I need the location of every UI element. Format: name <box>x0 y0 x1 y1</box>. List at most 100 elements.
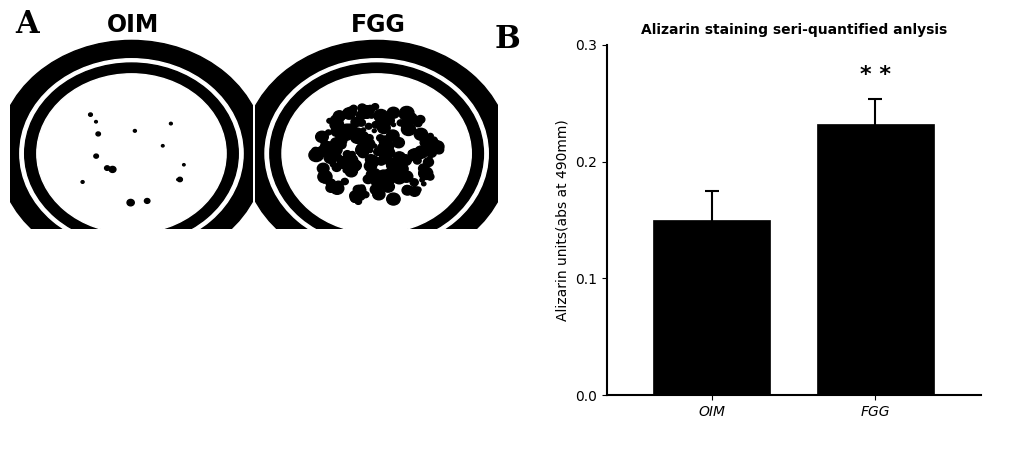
Circle shape <box>354 391 367 402</box>
Circle shape <box>54 281 58 284</box>
Circle shape <box>249 419 253 423</box>
Circle shape <box>33 418 35 419</box>
Circle shape <box>367 404 377 412</box>
Circle shape <box>398 404 411 415</box>
Circle shape <box>30 301 34 304</box>
Circle shape <box>99 324 102 326</box>
Ellipse shape <box>265 59 488 248</box>
Circle shape <box>87 309 91 313</box>
Circle shape <box>107 362 113 367</box>
Circle shape <box>87 393 90 395</box>
Circle shape <box>105 374 112 380</box>
Circle shape <box>337 141 346 149</box>
Circle shape <box>468 393 480 404</box>
Circle shape <box>330 119 344 131</box>
Circle shape <box>353 185 363 194</box>
Circle shape <box>369 393 380 403</box>
Circle shape <box>399 110 410 120</box>
Circle shape <box>393 137 404 148</box>
Circle shape <box>73 357 81 364</box>
Circle shape <box>161 397 168 404</box>
Circle shape <box>236 371 243 377</box>
Circle shape <box>195 412 199 416</box>
Circle shape <box>320 144 326 148</box>
Circle shape <box>430 383 434 386</box>
Circle shape <box>462 428 472 437</box>
Circle shape <box>220 351 225 355</box>
Circle shape <box>68 327 71 330</box>
Circle shape <box>424 158 434 167</box>
Circle shape <box>331 184 336 189</box>
Circle shape <box>332 117 337 121</box>
Circle shape <box>493 366 498 370</box>
Circle shape <box>104 408 112 415</box>
Circle shape <box>89 235 93 238</box>
Circle shape <box>488 428 493 433</box>
Circle shape <box>408 150 413 155</box>
Circle shape <box>492 398 500 405</box>
Circle shape <box>124 362 126 364</box>
Circle shape <box>332 376 337 380</box>
Circle shape <box>194 359 199 364</box>
Circle shape <box>126 382 131 386</box>
Circle shape <box>447 383 453 387</box>
Circle shape <box>179 404 186 410</box>
Circle shape <box>152 247 157 252</box>
Circle shape <box>140 365 144 368</box>
Circle shape <box>371 415 378 421</box>
Circle shape <box>394 361 405 371</box>
Circle shape <box>327 179 336 187</box>
Circle shape <box>91 287 99 294</box>
Circle shape <box>27 308 35 315</box>
Circle shape <box>13 412 15 413</box>
Circle shape <box>415 128 428 140</box>
Circle shape <box>424 133 428 137</box>
Circle shape <box>51 414 58 420</box>
Circle shape <box>159 320 160 321</box>
Circle shape <box>235 356 238 359</box>
Circle shape <box>132 379 136 382</box>
Circle shape <box>13 428 18 432</box>
Circle shape <box>109 237 116 243</box>
Circle shape <box>451 422 455 425</box>
Circle shape <box>366 135 373 141</box>
Circle shape <box>462 411 466 414</box>
Circle shape <box>340 124 354 136</box>
Circle shape <box>239 304 246 310</box>
Circle shape <box>226 253 234 259</box>
Circle shape <box>107 423 115 429</box>
Circle shape <box>109 167 116 172</box>
Circle shape <box>403 413 411 420</box>
Circle shape <box>154 401 161 407</box>
Circle shape <box>74 311 78 314</box>
Circle shape <box>33 404 39 409</box>
Circle shape <box>92 326 94 327</box>
Circle shape <box>185 408 189 410</box>
Circle shape <box>15 264 23 271</box>
Circle shape <box>344 154 358 166</box>
Circle shape <box>448 391 453 395</box>
Circle shape <box>221 391 228 396</box>
Circle shape <box>410 374 419 381</box>
Circle shape <box>474 411 478 414</box>
Circle shape <box>437 382 449 392</box>
Circle shape <box>235 384 240 388</box>
Circle shape <box>401 123 416 136</box>
Circle shape <box>208 260 213 263</box>
Circle shape <box>426 392 438 402</box>
Circle shape <box>231 250 238 256</box>
Circle shape <box>60 402 67 409</box>
Circle shape <box>200 264 202 266</box>
Circle shape <box>491 396 495 399</box>
Circle shape <box>133 242 141 247</box>
Circle shape <box>468 384 476 392</box>
Circle shape <box>181 235 184 238</box>
Circle shape <box>15 299 19 303</box>
Circle shape <box>346 124 357 135</box>
Circle shape <box>406 427 411 432</box>
Circle shape <box>155 329 157 331</box>
Circle shape <box>240 310 247 316</box>
Circle shape <box>377 122 388 132</box>
Circle shape <box>454 360 462 367</box>
Circle shape <box>355 198 362 204</box>
